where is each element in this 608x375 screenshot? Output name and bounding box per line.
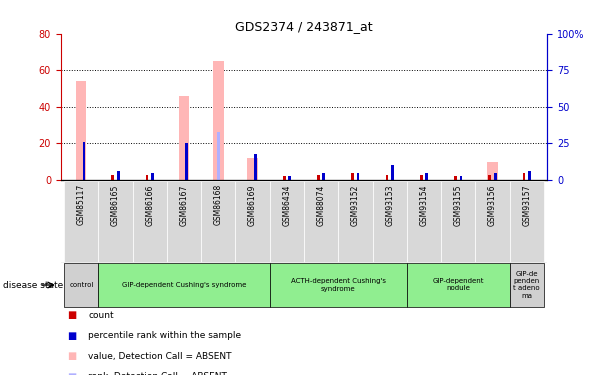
Bar xyxy=(288,176,291,180)
Text: control: control xyxy=(69,282,94,288)
Text: GSM93152: GSM93152 xyxy=(351,184,360,225)
Text: GSM88074: GSM88074 xyxy=(317,184,326,225)
Bar xyxy=(151,172,154,180)
Bar xyxy=(179,96,189,180)
FancyBboxPatch shape xyxy=(64,181,98,262)
Bar xyxy=(322,172,325,180)
Bar xyxy=(254,154,257,180)
Bar xyxy=(185,144,188,180)
Bar xyxy=(213,61,224,180)
FancyBboxPatch shape xyxy=(270,181,304,262)
Bar xyxy=(217,132,219,180)
FancyBboxPatch shape xyxy=(338,181,373,262)
FancyBboxPatch shape xyxy=(407,263,510,307)
FancyBboxPatch shape xyxy=(510,181,544,262)
Text: GSM86166: GSM86166 xyxy=(145,184,154,225)
Text: GSM86168: GSM86168 xyxy=(214,184,223,225)
FancyBboxPatch shape xyxy=(98,181,133,262)
Bar xyxy=(76,81,86,180)
Bar xyxy=(146,174,148,180)
Text: rank, Detection Call = ABSENT: rank, Detection Call = ABSENT xyxy=(88,372,227,375)
Bar xyxy=(117,171,120,180)
FancyBboxPatch shape xyxy=(98,263,270,307)
Text: GSM85117: GSM85117 xyxy=(77,184,86,225)
Text: disease state: disease state xyxy=(3,280,63,290)
Text: GIP-dependent
nodule: GIP-dependent nodule xyxy=(432,279,484,291)
Text: ■: ■ xyxy=(67,372,76,375)
Bar xyxy=(494,172,497,180)
Title: GDS2374 / 243871_at: GDS2374 / 243871_at xyxy=(235,20,373,33)
Bar xyxy=(391,165,394,180)
Bar xyxy=(385,174,389,180)
FancyBboxPatch shape xyxy=(167,181,201,262)
Bar xyxy=(460,176,462,180)
Text: GSM93155: GSM93155 xyxy=(454,184,463,226)
Text: GSM86165: GSM86165 xyxy=(111,184,120,225)
Text: ■: ■ xyxy=(67,331,76,340)
Text: GSM93153: GSM93153 xyxy=(385,184,394,226)
Bar xyxy=(317,174,320,180)
FancyBboxPatch shape xyxy=(441,181,475,262)
Bar xyxy=(283,176,286,180)
Text: GIP-de
penden
t adeno
ma: GIP-de penden t adeno ma xyxy=(513,272,540,298)
Text: GIP-dependent Cushing's syndrome: GIP-dependent Cushing's syndrome xyxy=(122,282,246,288)
Bar xyxy=(351,172,354,180)
Text: ■: ■ xyxy=(67,310,76,320)
Text: GSM93156: GSM93156 xyxy=(488,184,497,226)
Text: GSM86167: GSM86167 xyxy=(179,184,188,225)
Bar xyxy=(111,174,114,180)
Text: count: count xyxy=(88,310,114,320)
Bar xyxy=(425,172,428,180)
Text: value, Detection Call = ABSENT: value, Detection Call = ABSENT xyxy=(88,352,232,361)
Bar xyxy=(528,171,531,180)
Text: percentile rank within the sample: percentile rank within the sample xyxy=(88,331,241,340)
Bar xyxy=(488,174,491,180)
Text: GSM86169: GSM86169 xyxy=(248,184,257,225)
Bar xyxy=(83,142,86,180)
FancyBboxPatch shape xyxy=(64,263,98,307)
FancyBboxPatch shape xyxy=(407,181,441,262)
FancyBboxPatch shape xyxy=(475,181,510,262)
Bar xyxy=(357,172,359,180)
FancyBboxPatch shape xyxy=(201,181,235,262)
Bar xyxy=(522,172,525,180)
FancyBboxPatch shape xyxy=(235,181,270,262)
Bar xyxy=(454,176,457,180)
Text: GSM93157: GSM93157 xyxy=(522,184,531,226)
Text: ACTH-dependent Cushing's
syndrome: ACTH-dependent Cushing's syndrome xyxy=(291,279,385,291)
FancyBboxPatch shape xyxy=(270,263,407,307)
FancyBboxPatch shape xyxy=(510,263,544,307)
FancyBboxPatch shape xyxy=(133,181,167,262)
Text: ■: ■ xyxy=(67,351,76,361)
Text: GSM93154: GSM93154 xyxy=(420,184,429,226)
Bar xyxy=(247,158,258,180)
FancyBboxPatch shape xyxy=(304,181,338,262)
Text: GSM86434: GSM86434 xyxy=(282,184,291,226)
Bar xyxy=(487,162,497,180)
Bar xyxy=(420,174,423,180)
FancyBboxPatch shape xyxy=(373,181,407,262)
